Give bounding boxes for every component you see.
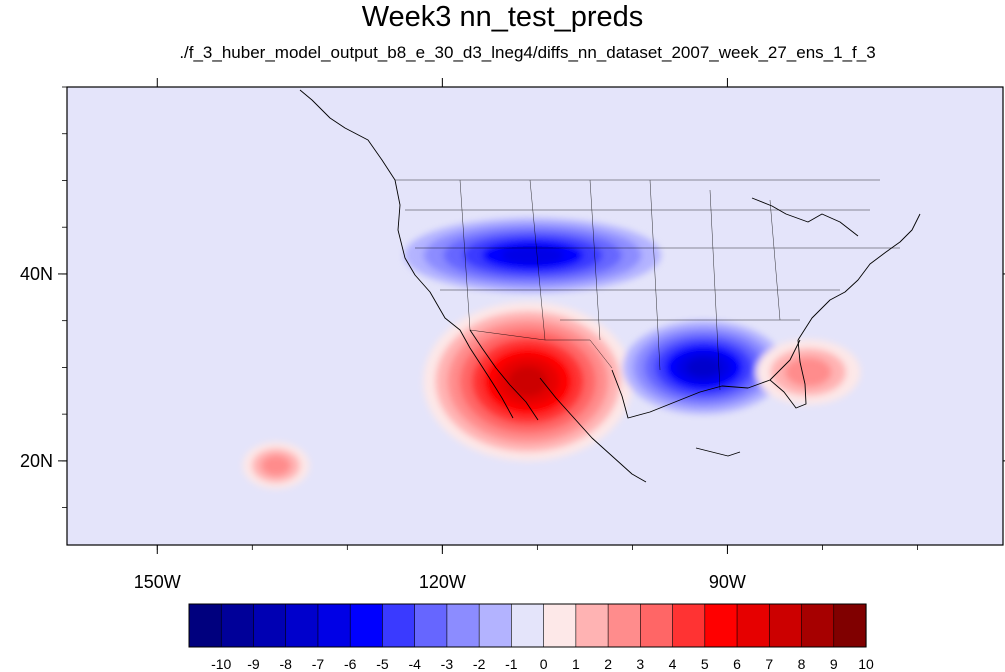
axis-ticks: 150W 120W 90W 20N 40N — [20, 78, 1005, 592]
colorbar-box — [478, 603, 512, 648]
border-us-mexico — [469, 329, 613, 369]
colorbar-box — [349, 603, 384, 648]
chart-title: Week3 nn_test_preds — [361, 1, 644, 33]
colorbar-label: -7 — [312, 656, 325, 672]
colorbar-label: -2 — [473, 656, 486, 672]
colorbar-label: 8 — [798, 656, 806, 672]
mexico-mainland-coast — [539, 377, 647, 483]
x-tick-label: 120W — [419, 572, 466, 592]
colorbar-box — [285, 603, 319, 648]
colorbar-label: -1 — [505, 656, 518, 672]
x-tick-label: 90W — [709, 572, 746, 592]
colorbar-label: 0 — [540, 656, 548, 672]
colorbar-box — [220, 603, 255, 648]
yucatan-coast — [695, 447, 741, 457]
east-coast — [797, 213, 921, 341]
colorbar-label: 10 — [858, 656, 874, 672]
colorbar-box — [607, 603, 641, 648]
map-field — [67, 87, 1003, 545]
colorbar-box — [833, 603, 867, 648]
colorbar-label: -8 — [279, 656, 292, 672]
colorbar-label: -6 — [344, 656, 357, 672]
colorbar-label: 6 — [733, 656, 741, 672]
anomaly-southwest-positive-anomaly-level-8 — [508, 366, 548, 397]
chart-subtitle: ./f_3_huber_model_output_b8_e_30_d3_lneg… — [179, 43, 876, 62]
colorbar-label: 7 — [765, 656, 773, 672]
border-grid-col3 — [589, 179, 601, 341]
border-grid-col5 — [709, 189, 721, 391]
border-grid-col2 — [529, 179, 546, 341]
colorbar-box — [511, 603, 545, 648]
border-grid-col4 — [649, 179, 661, 371]
colorbar-box — [801, 603, 835, 648]
anomaly-northwest-negative-anomaly-level-6 — [501, 246, 564, 265]
colorbar-label: -10 — [211, 656, 231, 672]
colorbar-label: 2 — [604, 656, 612, 672]
colorbar-label: 9 — [830, 656, 838, 672]
border-grid-col6 — [769, 199, 781, 321]
colorbar-label: 4 — [669, 656, 677, 672]
colorbar-box — [253, 603, 287, 648]
colorbar-box — [188, 603, 222, 648]
colorbar-label: -4 — [408, 656, 421, 672]
colorbar-box — [736, 603, 770, 648]
great-lakes — [751, 197, 859, 237]
florida-peninsula — [769, 339, 807, 409]
colorbar-box — [672, 603, 706, 648]
anomaly-pacific-positive-anomaly-level-3 — [261, 455, 291, 476]
colorbar-box — [575, 603, 609, 648]
colorbar: -10 -9 -8 -7 -6 -5 -4 -3 -2 -1 0 1 2 3 4 5 6 7 8 9 10 — [188, 603, 874, 672]
map-frame — [66, 86, 1004, 546]
colorbar-label: 3 — [636, 656, 644, 672]
colorbar-box — [768, 603, 803, 648]
colorbar-label: 1 — [572, 656, 580, 672]
anomaly-southeast-positive-anomaly-level-3 — [784, 357, 832, 387]
colorbar-box — [414, 603, 448, 648]
anomaly-south-central-negative-anomaly-level-7 — [686, 357, 721, 378]
coastline-layer — [299, 89, 921, 483]
colorbar-label: -3 — [441, 656, 454, 672]
colorbar-box — [704, 603, 738, 648]
west-coast — [299, 89, 514, 419]
colorbar-box — [446, 603, 480, 648]
colorbar-label: -9 — [247, 656, 260, 672]
colorbar-box — [382, 603, 416, 648]
colorbar-box — [317, 603, 351, 648]
colorbar-box — [543, 603, 577, 648]
gulf-coast — [611, 339, 801, 419]
x-tick-label: 150W — [134, 572, 181, 592]
state-borders-layer — [395, 179, 900, 391]
colorbar-label: 5 — [701, 656, 709, 672]
gulf-of-california-coast — [469, 329, 539, 421]
y-tick-label: 40N — [20, 264, 53, 284]
colorbar-frame — [188, 603, 867, 648]
colorbar-label: -5 — [376, 656, 389, 672]
border-grid-col1 — [459, 179, 471, 331]
colorbar-box — [640, 603, 674, 648]
y-tick-label: 20N — [20, 451, 53, 471]
